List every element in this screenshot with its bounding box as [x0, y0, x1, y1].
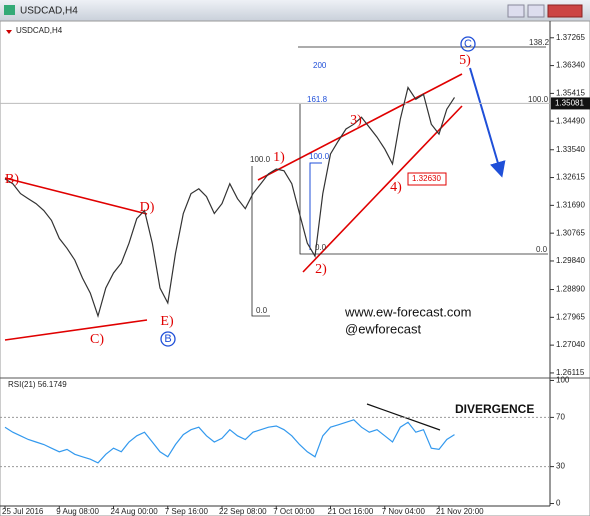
x-tick-label: 9 Aug 08:00	[56, 507, 99, 516]
fib-blue	[309, 162, 322, 250]
annotation: 1)	[273, 150, 285, 165]
symbol-marker	[6, 30, 12, 34]
y-tick-label: 1.27965	[556, 312, 585, 321]
y-tick-label: 1.30765	[556, 228, 585, 237]
title-bar	[0, 0, 590, 21]
x-tick-label: 24 Aug 00:00	[111, 507, 159, 516]
y-tick-label: 1.34490	[556, 116, 585, 125]
y-tick-label: 30	[556, 462, 565, 471]
annotation: B)	[5, 172, 19, 187]
annotation: www.ew-forecast.com	[344, 304, 471, 319]
rsi-label: RSI(21) 56.1749	[8, 380, 67, 389]
annotation: 100.0	[528, 95, 549, 104]
annotation: @ewforecast	[345, 321, 421, 336]
fib-lines	[251, 46, 548, 317]
price-line	[4, 419, 455, 464]
annotation: 4)	[390, 180, 402, 195]
x-tick-label: 7 Nov 04:00	[382, 507, 426, 516]
x-tick-label: 22 Sep 08:00	[219, 507, 267, 516]
annotation: C)	[90, 332, 104, 347]
last-price-label: 1.35081	[555, 99, 584, 108]
y-tick-label: 100	[556, 376, 570, 385]
annotation: 0.0	[256, 306, 268, 315]
window-title: USDCAD,H4	[20, 6, 78, 17]
y-tick-label: 70	[556, 412, 565, 421]
x-tick-label: 21 Nov 20:00	[436, 507, 484, 516]
y-tick-label: 1.37265	[556, 33, 585, 42]
y-tick-label: 1.35415	[556, 88, 585, 97]
annotation: 1.32630	[412, 174, 441, 183]
annotation: C	[464, 38, 472, 50]
last-price-box	[551, 97, 590, 110]
x-tick-label: 25 Jul 2016	[2, 507, 44, 516]
y-tick-label: 1.28890	[556, 285, 585, 294]
annotation: 3)	[350, 113, 362, 128]
projection-arrow	[469, 67, 506, 178]
x-tick-label: 7 Oct 00:00	[273, 507, 315, 516]
window-icon	[4, 5, 15, 15]
annotation: 0.0	[536, 245, 548, 254]
annotation: DIVERGENCE	[455, 402, 534, 416]
annotation: D)	[140, 200, 155, 215]
y-tick-label: 1.27040	[556, 340, 585, 349]
annotation: 100.0	[250, 155, 271, 164]
annotation: 100.0	[309, 152, 330, 161]
chart-area	[0, 20, 590, 516]
x-tick-label: 7 Sep 16:00	[165, 507, 209, 516]
y-tick-label: 1.32615	[556, 173, 585, 182]
x-tick-label: 21 Oct 16:00	[328, 507, 374, 516]
level-box	[407, 172, 447, 186]
annotation: 200	[313, 61, 327, 70]
annotation: B	[164, 333, 171, 345]
chart-label: USDCAD,H4	[16, 26, 63, 35]
annotation: 138.2	[529, 38, 550, 47]
annotation: 5)	[459, 53, 471, 68]
trend-lines	[4, 73, 463, 341]
y-tick-label: 1.29840	[556, 256, 585, 265]
wave-circle	[460, 36, 476, 52]
y-tick-label: 1.33540	[556, 145, 585, 154]
y-tick-label: 1.36340	[556, 61, 585, 70]
annotation: 2)	[315, 262, 327, 277]
wave-circle	[160, 331, 176, 347]
annotation: 0.0	[315, 243, 327, 252]
annotation: E)	[160, 314, 174, 329]
price-line	[4, 86, 456, 319]
y-tick-label: 1.26115	[556, 368, 585, 377]
window-buttons[interactable]	[507, 4, 583, 18]
y-tick-label: 0	[556, 499, 561, 508]
divergence-line	[366, 403, 441, 431]
annotation: 161.8	[307, 95, 328, 104]
y-tick-label: 1.31690	[556, 200, 585, 209]
